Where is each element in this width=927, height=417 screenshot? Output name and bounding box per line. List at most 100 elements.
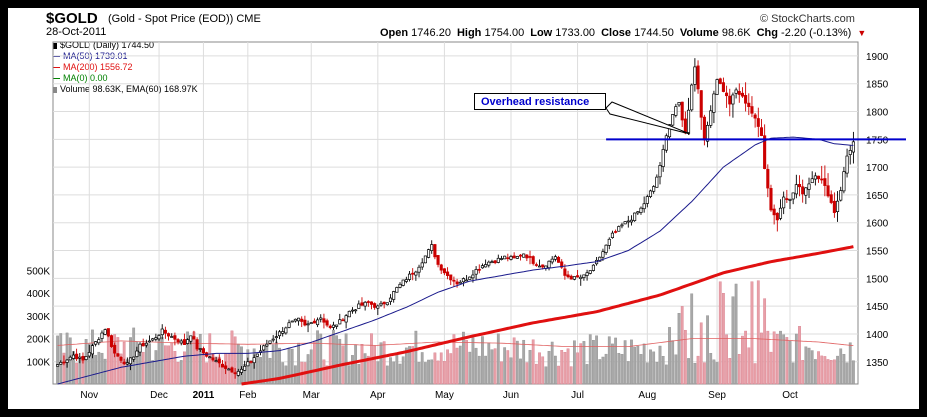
candle-body bbox=[376, 305, 380, 309]
volume-bar bbox=[316, 330, 319, 385]
volume-bar bbox=[652, 351, 656, 385]
y-tick-label: 1900 bbox=[866, 52, 889, 63]
y-tick-label: 1650 bbox=[866, 191, 889, 202]
volume-bar bbox=[249, 360, 253, 385]
ohlc-item: Close 1744.50 bbox=[601, 27, 674, 39]
candle-body bbox=[344, 315, 348, 323]
volume-bar bbox=[183, 351, 186, 385]
candle-body bbox=[782, 196, 786, 209]
candle-body bbox=[528, 256, 532, 258]
volume-bar bbox=[645, 362, 649, 385]
volume-bar bbox=[433, 352, 437, 385]
candle-body bbox=[192, 336, 196, 340]
candle-body bbox=[103, 329, 107, 335]
legend-item: MA(0) 0.00 bbox=[53, 73, 198, 84]
candle-body bbox=[712, 93, 716, 113]
volume-bar bbox=[674, 354, 678, 385]
ohlc-label: Chg bbox=[756, 27, 778, 39]
credit-text: © StockCharts.com bbox=[760, 13, 855, 25]
volume-bar bbox=[354, 344, 358, 385]
candle-body bbox=[585, 272, 589, 276]
volume-bar bbox=[427, 359, 430, 385]
volume-bar bbox=[538, 352, 541, 385]
volume-bar bbox=[801, 360, 805, 385]
volume-bar bbox=[760, 332, 763, 385]
volume-bar bbox=[385, 365, 389, 385]
volume-bar bbox=[430, 359, 434, 385]
candle-body bbox=[208, 356, 212, 359]
y-tick-label: 1500 bbox=[866, 274, 889, 285]
candle-body bbox=[658, 165, 662, 178]
candle-body bbox=[537, 265, 542, 268]
volume-bar bbox=[798, 326, 801, 385]
candle-body bbox=[201, 348, 205, 354]
volume-bar bbox=[106, 329, 110, 385]
volume-bar bbox=[351, 355, 354, 385]
candle-body bbox=[563, 268, 567, 276]
candle-body bbox=[636, 211, 640, 214]
volume-bar bbox=[541, 356, 545, 385]
ohlc-item: Open 1746.20 bbox=[380, 27, 451, 39]
candle-body bbox=[363, 301, 367, 307]
candle-body bbox=[154, 337, 158, 340]
volume-bar bbox=[81, 360, 85, 385]
volume-bar bbox=[639, 354, 643, 385]
candle-body bbox=[338, 319, 342, 325]
candle-body bbox=[404, 279, 408, 282]
volume-bar bbox=[671, 340, 675, 385]
candle-body bbox=[648, 190, 653, 197]
candle-body bbox=[297, 317, 301, 322]
volume-bar bbox=[617, 352, 621, 385]
candle-body bbox=[734, 89, 738, 94]
volume-bar bbox=[455, 347, 459, 385]
candle-body bbox=[163, 329, 167, 334]
x-tick-label: Feb bbox=[239, 390, 257, 401]
volume-bar bbox=[544, 366, 548, 385]
legend-line-icon bbox=[53, 66, 60, 69]
volume-bar bbox=[408, 346, 411, 385]
ma50-line bbox=[57, 136, 854, 385]
volume-bar bbox=[236, 343, 240, 385]
y-tick-label: 1550 bbox=[866, 247, 889, 258]
volume-bar bbox=[741, 335, 744, 385]
ohlc-value: 98.6K bbox=[718, 27, 751, 39]
candle-body bbox=[601, 251, 605, 258]
ma200-line bbox=[241, 245, 854, 386]
volume-bar bbox=[176, 362, 180, 385]
candle-body bbox=[312, 320, 316, 324]
volume-bar bbox=[737, 354, 741, 385]
volume-bar bbox=[363, 353, 367, 385]
volume-bar bbox=[842, 354, 846, 385]
candle-body bbox=[791, 192, 795, 200]
legend-label: MA(200) 1556.72 bbox=[63, 62, 133, 72]
volume-bar bbox=[747, 347, 751, 385]
volume-bar bbox=[664, 364, 668, 385]
candle-body bbox=[347, 310, 351, 318]
volume-bar bbox=[398, 363, 402, 385]
candle-body bbox=[59, 362, 63, 365]
volume-bar bbox=[449, 353, 453, 385]
ohlc-item: Low 1733.00 bbox=[530, 27, 595, 39]
ohlc-value: 1733.00 bbox=[552, 27, 596, 39]
candle-body bbox=[629, 219, 634, 223]
candle-body bbox=[436, 255, 440, 265]
y-tick-label: 1800 bbox=[866, 108, 889, 119]
candle-body bbox=[725, 92, 729, 97]
volume-bar bbox=[268, 357, 272, 385]
volume-bar bbox=[772, 331, 776, 385]
candle-body bbox=[433, 244, 437, 258]
candle-body bbox=[423, 255, 427, 264]
candle-body bbox=[813, 175, 817, 180]
ohlc-readout: Open 1746.20 High 1754.00 Low 1733.00 Close… bbox=[380, 27, 866, 39]
candle-body bbox=[68, 356, 72, 361]
volume-bar bbox=[715, 362, 719, 385]
candle-body bbox=[588, 270, 592, 274]
volume-bar bbox=[94, 354, 98, 385]
candle-body bbox=[119, 356, 123, 361]
volume-bar bbox=[338, 338, 342, 385]
candle-body bbox=[664, 135, 668, 151]
volume-bar bbox=[119, 353, 123, 385]
volume-bar bbox=[550, 341, 554, 385]
candle-body bbox=[509, 256, 513, 260]
